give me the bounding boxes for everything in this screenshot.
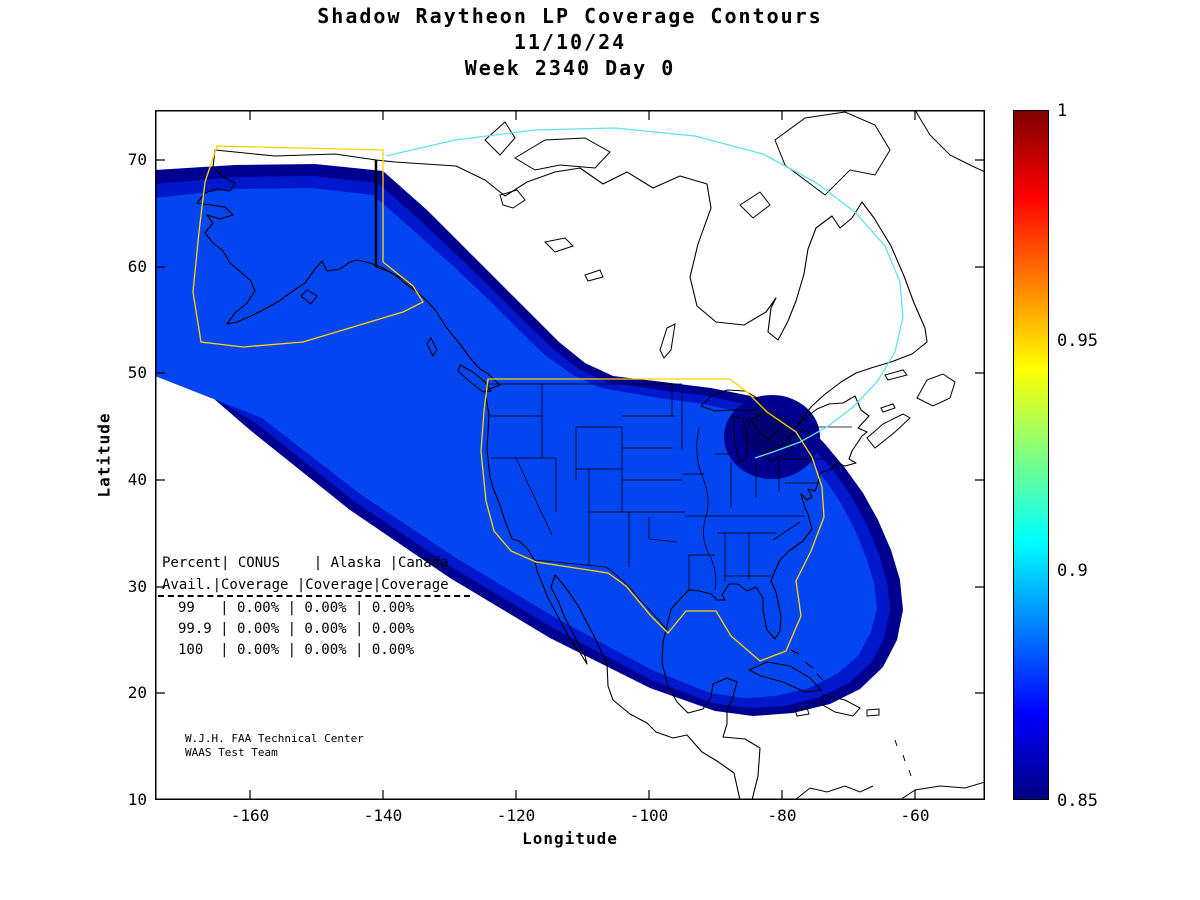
credit-line-2: WAAS Test Team (185, 746, 278, 759)
ytick-2: 50 (127, 363, 147, 382)
ytick-6: 10 (127, 790, 147, 809)
plot-border (155, 110, 985, 800)
coverage-table-header-1: Percent| CONUS | Alaska |Canada (162, 555, 449, 571)
xtick-1: -140 (363, 806, 403, 825)
coverage-table-header-2: Avail.|Coverage |Coverage|Coverage (162, 577, 449, 593)
alaska-outline-yellow (192, 145, 424, 348)
colorbar-tick-09: 0.9 (1057, 561, 1088, 581)
alaska-panhandle-border (375, 266, 418, 292)
colorbar-tick-085: 0.85 (1057, 791, 1098, 811)
coastline-path (196, 149, 928, 801)
colorbar-tick-1: 1 (1057, 101, 1068, 121)
xtick-3: -100 (629, 806, 669, 825)
coverage-table-row-99: 99 | 0.00% | 0.00% | 0.00% (178, 600, 415, 616)
ytick-3: 40 (127, 470, 147, 489)
xtick-4: -80 (767, 806, 797, 825)
coverage-contour-inner (155, 188, 877, 698)
colorbar (1013, 110, 1049, 800)
plot-area (155, 109, 986, 801)
xtick-2: -120 (496, 806, 536, 825)
figure-week-day: Week 2340 Day 0 (464, 56, 676, 80)
canada-outline-cyan (385, 127, 904, 459)
figure-date: 11/10/24 (513, 30, 627, 54)
coverage-table-separator (158, 595, 470, 597)
state-borders-path (485, 383, 852, 631)
conus-outline-yellow (480, 378, 825, 662)
credit-line-1: W.J.H. FAA Technical Center (185, 732, 364, 745)
x-axis-label: Longitude (522, 829, 618, 848)
ytick-0: 70 (127, 150, 147, 169)
figure-title: Shadow Raytheon LP Coverage Contours (317, 4, 823, 28)
coverage-table-row-999: 99.9 | 0.00% | 0.00% | 0.00% (178, 621, 415, 637)
ytick-5: 20 (127, 683, 147, 702)
xtick-0: -160 (230, 806, 270, 825)
colorbar-tick-095: 0.95 (1057, 331, 1098, 351)
map-canvas (155, 109, 986, 801)
xtick-5: -60 (900, 806, 930, 825)
coverage-table-row-100: 100 | 0.00% | 0.00% | 0.00% (178, 642, 415, 658)
y-axis-label: Latitude (94, 412, 114, 498)
axis-ticks (155, 110, 985, 800)
ytick-4: 30 (127, 577, 147, 596)
ytick-1: 60 (127, 257, 147, 276)
lakes-path (499, 189, 811, 463)
